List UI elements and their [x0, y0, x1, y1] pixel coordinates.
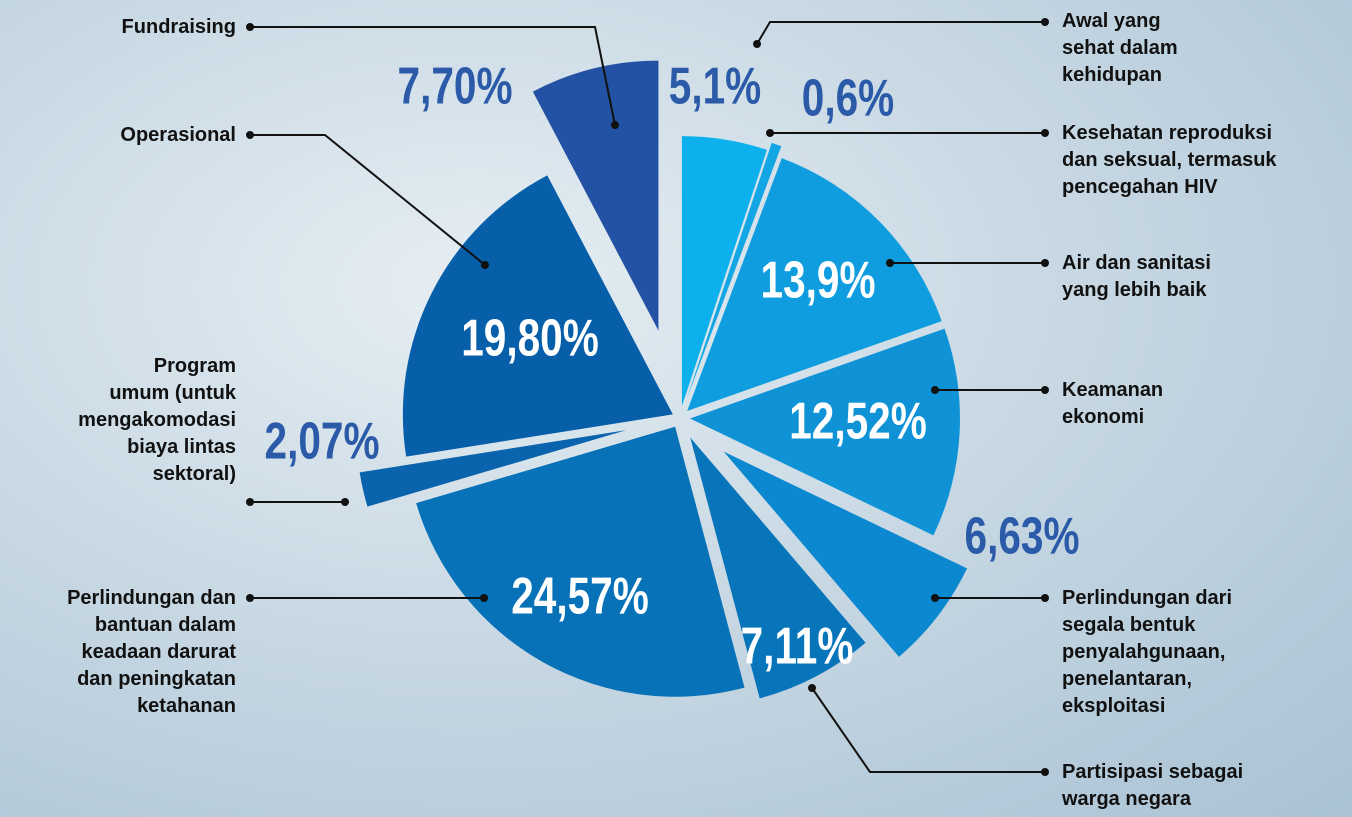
value-label-group: 0,6%: [802, 69, 894, 127]
value-label: 6,63%: [965, 507, 1080, 565]
leader-dot: [1041, 259, 1049, 267]
value-label: 12,52%: [789, 392, 927, 450]
value-label-group: 13,9%: [761, 251, 876, 309]
category-label: Keamanan ekonomi: [1062, 377, 1163, 431]
leader-dot: [808, 684, 816, 692]
category-label: Operasional: [120, 122, 236, 149]
value-label-group: 12,52%: [789, 392, 927, 450]
leader-dot: [1041, 768, 1049, 776]
leader-dot: [611, 121, 619, 129]
value-label: 2,07%: [265, 412, 380, 470]
leader-line: [812, 688, 1045, 772]
leader-dot: [1041, 129, 1049, 137]
category-label: Air dan sanitasi yang lebih baik: [1062, 250, 1211, 304]
leader-dot: [246, 131, 254, 139]
category-label: Fundraising: [122, 14, 236, 41]
value-label: 13,9%: [761, 251, 876, 309]
value-label-group: 5,1%: [669, 57, 761, 115]
category-label: Perlindungan dari segala bentuk penyalah…: [1062, 585, 1232, 720]
leader-dot: [931, 386, 939, 394]
leader-line: [250, 135, 485, 265]
value-label: 24,57%: [511, 567, 649, 625]
leader-dot: [246, 23, 254, 31]
leader-line: [757, 22, 1045, 44]
value-label-group: 7,70%: [398, 57, 513, 115]
leader-dot: [481, 261, 489, 269]
category-label: Program umum (untuk mengakomodasi biaya …: [78, 353, 236, 488]
page: {"chart_data": {"type": "pie", "categori…: [0, 0, 1352, 817]
leader-dot: [766, 129, 774, 137]
category-label: Partisipasi sebagai warga negara: [1062, 759, 1243, 813]
leader-dot: [886, 259, 894, 267]
leader-dot: [1041, 18, 1049, 26]
value-label: 0,6%: [802, 69, 894, 127]
value-label: 7,11%: [741, 617, 854, 675]
category-label: Perlindungan dan bantuan dalam keadaan d…: [67, 585, 236, 720]
value-label: 19,80%: [461, 309, 599, 367]
value-label-group: 7,11%: [741, 617, 854, 675]
value-label: 7,70%: [398, 57, 513, 115]
value-label: 5,1%: [669, 57, 761, 115]
leader-dot: [246, 594, 254, 602]
value-label-group: 19,80%: [461, 309, 599, 367]
leader-dot: [1041, 386, 1049, 394]
value-label-group: 24,57%: [511, 567, 649, 625]
leader-dot: [341, 498, 349, 506]
leader-dot: [931, 594, 939, 602]
leader-dot: [753, 40, 761, 48]
leader-dot: [480, 594, 488, 602]
category-label: Kesehatan reproduksi dan seksual, termas…: [1062, 120, 1277, 201]
value-label-group: 2,07%: [265, 412, 380, 470]
leader-dot: [1041, 594, 1049, 602]
leader-dot: [246, 498, 254, 506]
category-label: Awal yang sehat dalam kehidupan: [1062, 8, 1178, 89]
value-label-group: 6,63%: [965, 507, 1080, 565]
